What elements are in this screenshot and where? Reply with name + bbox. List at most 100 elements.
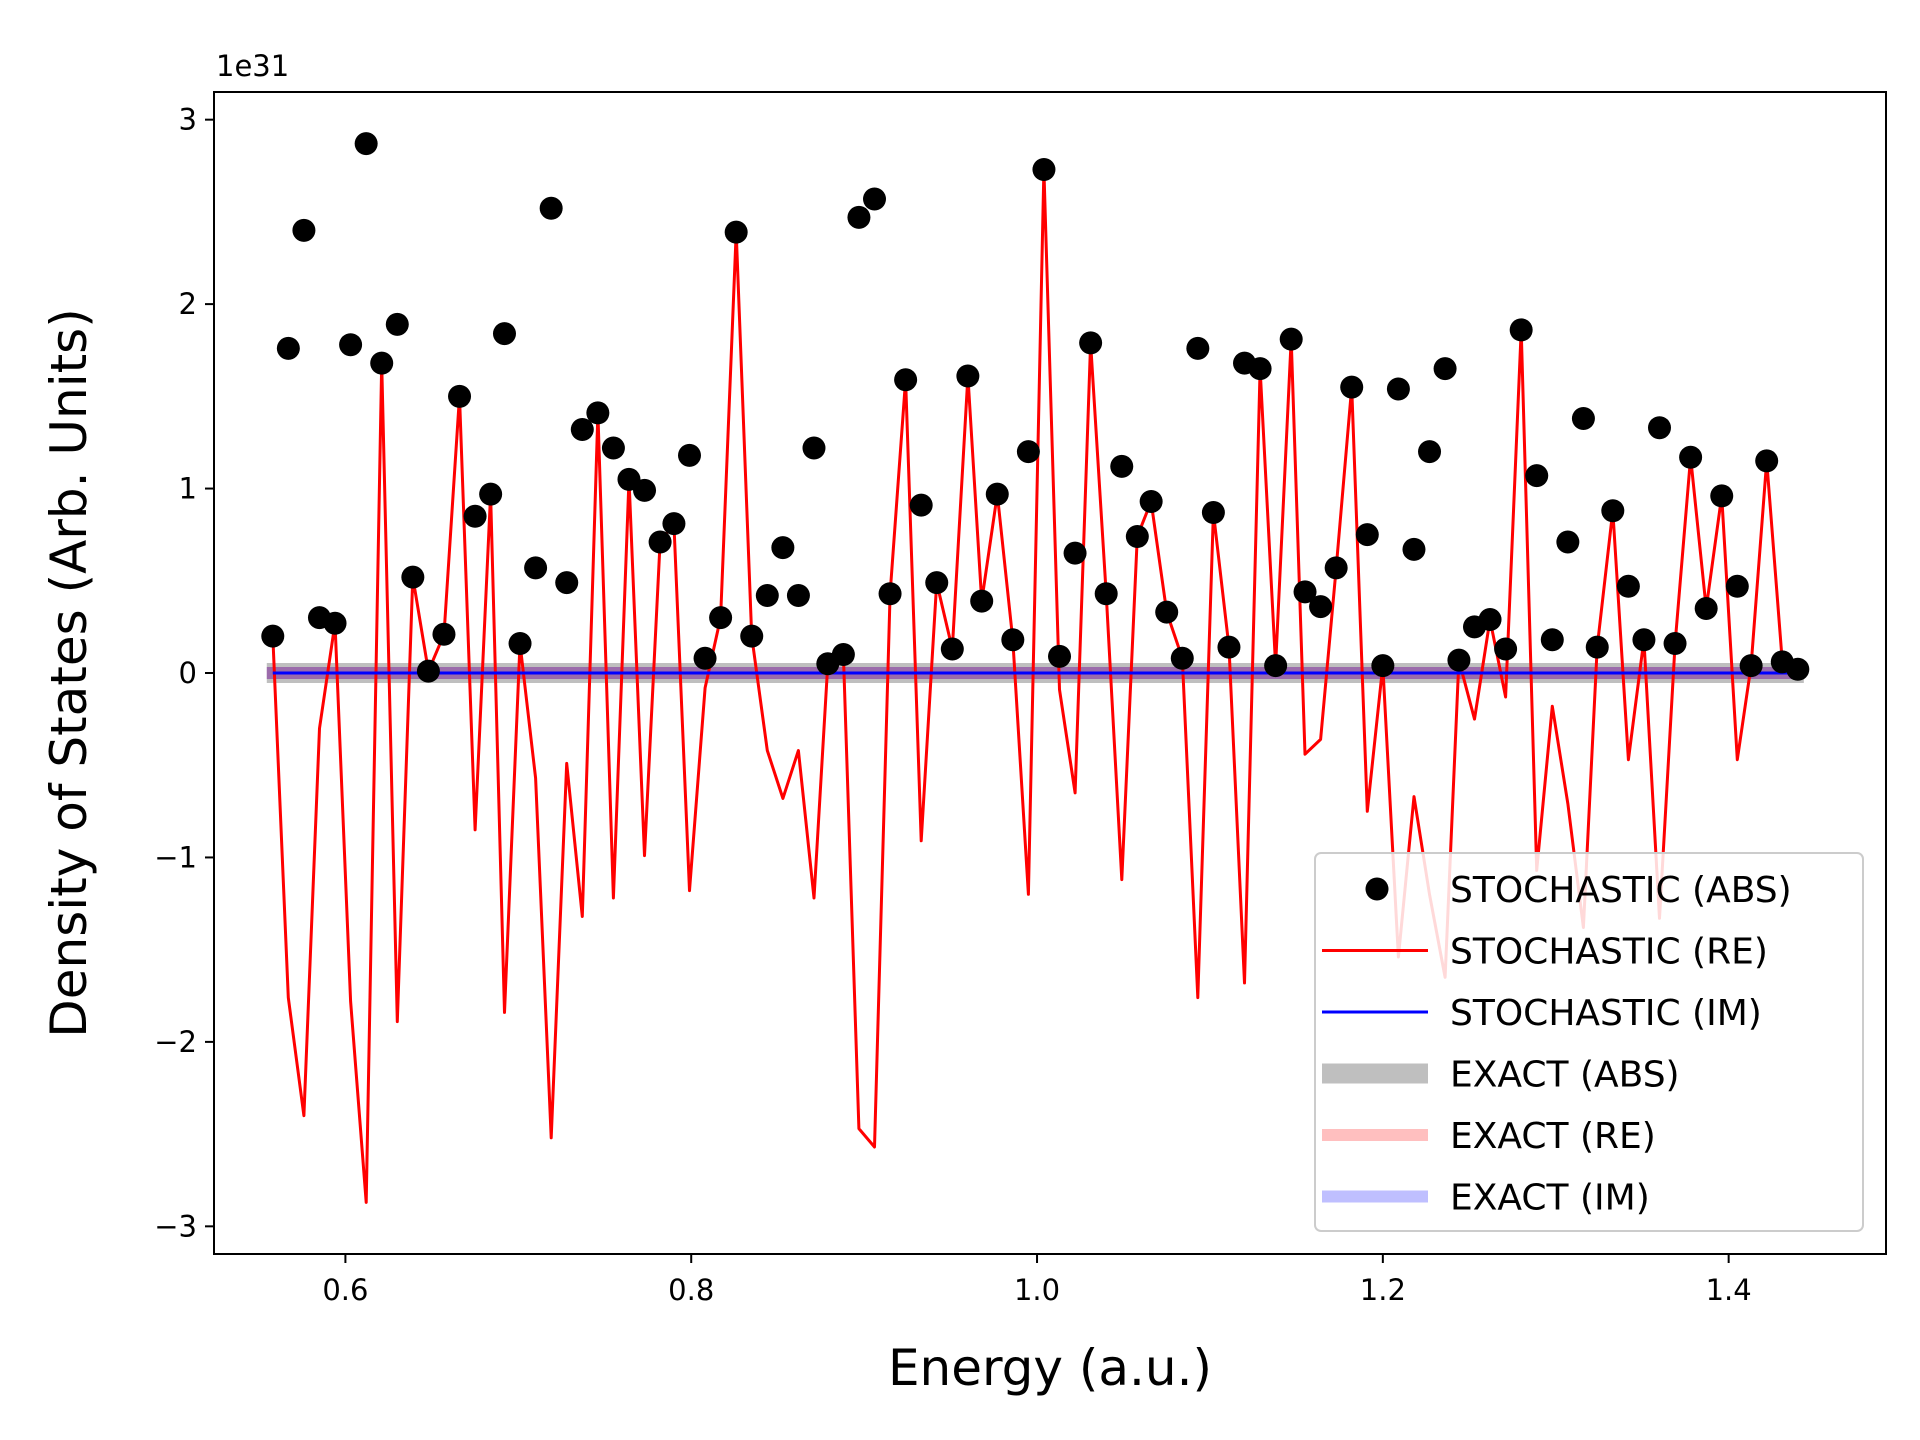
stochastic-abs-point [1694, 596, 1718, 620]
stochastic-abs-point [970, 589, 994, 613]
stochastic-abs-point [831, 643, 855, 667]
stochastic-abs-point [1170, 646, 1194, 670]
stochastic-abs-point [693, 646, 717, 670]
stochastic-abs-point [1032, 157, 1056, 181]
stochastic-abs-point [539, 196, 563, 220]
x-tick-label: 1.2 [1360, 1273, 1406, 1307]
stochastic-abs-point [1755, 449, 1779, 473]
stochastic-abs-point [755, 584, 779, 608]
y-axis-offset-label: 1e31 [216, 49, 289, 83]
x-tick-label: 1.0 [1014, 1273, 1060, 1307]
stochastic-abs-point [1786, 657, 1810, 681]
stochastic-abs-point [463, 504, 487, 528]
stochastic-abs-point [1447, 648, 1471, 672]
stochastic-abs-point [1601, 499, 1625, 523]
stochastic-abs-point [339, 333, 363, 357]
x-tick-label: 0.6 [322, 1273, 368, 1307]
stochastic-abs-point [1478, 608, 1502, 632]
y-tick-label: −3 [154, 1209, 197, 1243]
legend-label-stochastic-re: STOCHASTIC (RE) [1450, 932, 1768, 973]
stochastic-abs-point [894, 368, 918, 392]
stochastic-abs-point [1110, 454, 1134, 478]
stochastic-abs-point [1079, 331, 1103, 355]
stochastic-abs-point [1710, 484, 1734, 508]
stochastic-abs-point [1355, 523, 1379, 547]
y-tick-label: −2 [154, 1025, 197, 1059]
stochastic-abs-point [570, 418, 594, 442]
stochastic-abs-point [1739, 654, 1763, 678]
stochastic-abs-point [479, 482, 503, 506]
stochastic-abs-point [1340, 375, 1364, 399]
stochastic-abs-point [1433, 357, 1457, 381]
stochastic-abs-point [1371, 654, 1395, 678]
y-tick-label: 2 [179, 287, 197, 321]
stochastic-abs-point [633, 478, 657, 502]
stochastic-abs-point [1201, 501, 1225, 525]
legend-box [1314, 852, 1864, 1232]
stochastic-abs-point [1094, 582, 1118, 606]
x-axis-ticks: 0.6 0.8 1.0 1.2 1.4 [322, 1254, 1752, 1307]
stochastic-abs-point [1264, 654, 1288, 678]
stochastic-abs-point [1647, 416, 1671, 440]
stochastic-abs-points [261, 132, 1810, 683]
legend-label-stochastic-abs: STOCHASTIC (ABS) [1450, 870, 1792, 911]
stochastic-abs-point [1725, 574, 1749, 598]
y-tick-label: −1 [154, 840, 197, 874]
stochastic-abs-point [1016, 440, 1040, 464]
legend-marker-stochastic-abs [1365, 877, 1389, 901]
stochastic-abs-point [1402, 537, 1426, 561]
stochastic-abs-point [786, 584, 810, 608]
stochastic-abs-point [940, 637, 964, 661]
stochastic-abs-point [1139, 489, 1163, 513]
stochastic-abs-point [1418, 440, 1442, 464]
stochastic-abs-point [1217, 635, 1241, 659]
stochastic-abs-point [1585, 635, 1609, 659]
stochastic-abs-point [1293, 580, 1317, 604]
stochastic-abs-point [508, 631, 532, 655]
stochastic-abs-point [401, 565, 425, 589]
stochastic-abs-point [1509, 318, 1533, 342]
stochastic-abs-point [985, 482, 1009, 506]
stochastic-abs-point [1632, 628, 1656, 652]
stochastic-abs-point [771, 536, 795, 560]
stochastic-abs-point [292, 218, 316, 242]
stochastic-abs-point [1679, 445, 1703, 469]
stochastic-abs-point [261, 624, 285, 648]
stochastic-abs-point [909, 493, 933, 517]
stochastic-abs-point [492, 322, 516, 346]
stochastic-abs-point [432, 622, 456, 646]
stochastic-abs-point [1048, 644, 1072, 668]
y-tick-label: 0 [179, 656, 197, 690]
stochastic-abs-point [354, 132, 378, 156]
stochastic-abs-point [740, 624, 764, 648]
x-axis-title: Energy (a.u.) [888, 1339, 1212, 1397]
stochastic-abs-point [370, 351, 394, 375]
stochastic-abs-point [1556, 530, 1580, 554]
stochastic-abs-point [1663, 631, 1687, 655]
stochastic-abs-point [1616, 574, 1640, 598]
stochastic-abs-point [1063, 541, 1087, 565]
stochastic-abs-point [555, 571, 579, 595]
stochastic-abs-point [802, 436, 826, 460]
stochastic-abs-point [1324, 556, 1348, 580]
stochastic-abs-point [1279, 327, 1303, 351]
stochastic-abs-point [385, 312, 409, 336]
stochastic-abs-point [677, 443, 701, 467]
legend-label-exact-im: EXACT (IM) [1450, 1178, 1650, 1219]
stochastic-abs-point [1309, 595, 1333, 619]
stochastic-abs-point [1571, 406, 1595, 430]
stochastic-abs-point [847, 205, 871, 229]
stochastic-abs-point [586, 401, 610, 425]
legend-label-stochastic-im: STOCHASTIC (IM) [1450, 993, 1762, 1034]
stochastic-abs-point [1186, 336, 1210, 360]
stochastic-abs-point [1494, 637, 1518, 661]
stochastic-abs-point [956, 364, 980, 388]
y-tick-label: 3 [179, 103, 197, 137]
y-axis-ticks: −3 −2 −1 0 1 2 3 [154, 103, 214, 1243]
stochastic-abs-point [1155, 600, 1179, 624]
x-tick-label: 0.8 [668, 1273, 714, 1307]
stochastic-abs-point [323, 611, 347, 635]
stochastic-abs-point [601, 436, 625, 460]
stochastic-abs-point [416, 659, 440, 683]
